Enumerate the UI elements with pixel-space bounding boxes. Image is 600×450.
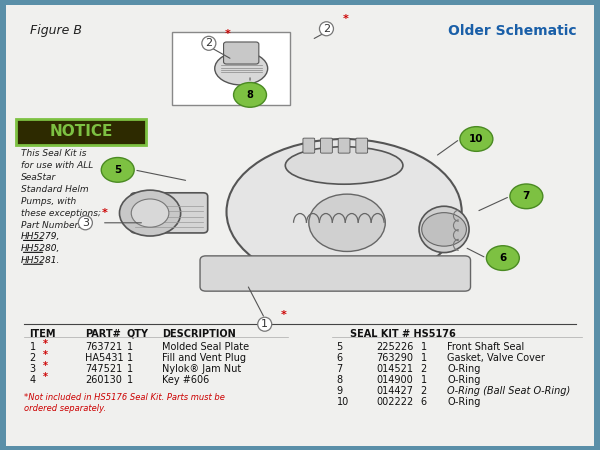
Circle shape: [233, 82, 266, 107]
Text: QTY: QTY: [127, 328, 149, 339]
Text: 1: 1: [261, 319, 268, 329]
Circle shape: [510, 184, 543, 209]
Text: 3: 3: [82, 218, 89, 228]
FancyBboxPatch shape: [338, 138, 350, 153]
Text: 9: 9: [337, 386, 343, 396]
FancyBboxPatch shape: [172, 32, 290, 105]
Ellipse shape: [215, 52, 268, 85]
Text: 5: 5: [114, 165, 121, 175]
Text: HH5281.: HH5281.: [21, 256, 60, 266]
Text: 1: 1: [127, 353, 133, 363]
Text: 2: 2: [421, 364, 427, 374]
Text: HA5431: HA5431: [85, 353, 124, 363]
Text: O-Ring: O-Ring: [447, 364, 481, 374]
Text: 1: 1: [127, 342, 133, 352]
Text: 2: 2: [323, 24, 330, 34]
Text: 747521: 747521: [85, 364, 122, 374]
Text: 1: 1: [127, 364, 133, 374]
Text: Gasket, Valve Cover: Gasket, Valve Cover: [447, 353, 545, 363]
Text: Front Shaft Seal: Front Shaft Seal: [447, 342, 524, 352]
Text: for use with ALL: for use with ALL: [21, 161, 93, 170]
Text: PART#: PART#: [85, 328, 121, 339]
Text: 10: 10: [337, 397, 349, 407]
FancyBboxPatch shape: [224, 42, 259, 64]
Text: 5: 5: [337, 342, 343, 352]
Text: 1: 1: [421, 342, 427, 352]
Circle shape: [131, 199, 169, 227]
Text: *: *: [343, 14, 348, 24]
Text: Molded Seal Plate: Molded Seal Plate: [162, 342, 249, 352]
Text: Part Numbers: Part Numbers: [21, 220, 83, 230]
Circle shape: [309, 194, 385, 252]
Text: 1: 1: [421, 353, 427, 363]
Text: *Not included in HS5176 Seal Kit. Parts must be: *Not included in HS5176 Seal Kit. Parts …: [23, 393, 224, 402]
Text: Standard Helm: Standard Helm: [21, 185, 88, 194]
Text: 4: 4: [29, 375, 35, 385]
Text: HH5280,: HH5280,: [21, 244, 60, 253]
Text: 7: 7: [523, 191, 530, 201]
FancyBboxPatch shape: [303, 138, 314, 153]
Text: Fill and Vent Plug: Fill and Vent Plug: [162, 353, 246, 363]
Text: 7: 7: [337, 364, 343, 374]
Ellipse shape: [419, 206, 469, 252]
Text: 8: 8: [247, 90, 253, 100]
Text: SEAL KIT # HS5176: SEAL KIT # HS5176: [350, 328, 456, 339]
Text: 6: 6: [421, 397, 427, 407]
Circle shape: [487, 246, 520, 270]
Text: 763290: 763290: [376, 353, 413, 363]
Text: Key #606: Key #606: [162, 375, 209, 385]
Text: 225226: 225226: [376, 342, 414, 352]
Text: 3: 3: [29, 364, 35, 374]
Text: O-Ring (Ball Seat O-Ring): O-Ring (Ball Seat O-Ring): [447, 386, 570, 396]
Circle shape: [460, 126, 493, 151]
Text: NOTICE: NOTICE: [50, 124, 113, 139]
Text: Pumps, with: Pumps, with: [21, 197, 76, 206]
FancyBboxPatch shape: [320, 138, 332, 153]
Text: 260130: 260130: [85, 375, 122, 385]
Text: ITEM: ITEM: [29, 328, 56, 339]
Text: *: *: [43, 339, 47, 349]
Text: 6: 6: [499, 253, 506, 263]
Text: 014900: 014900: [376, 375, 413, 385]
Text: 763721: 763721: [85, 342, 122, 352]
Text: *: *: [43, 350, 47, 360]
Text: *: *: [43, 372, 47, 382]
Text: 2: 2: [205, 38, 212, 48]
Text: HH5279,: HH5279,: [21, 233, 60, 242]
Text: these exceptions;: these exceptions;: [21, 209, 101, 218]
Ellipse shape: [286, 147, 403, 184]
FancyBboxPatch shape: [356, 138, 368, 153]
Text: ordered separately.: ordered separately.: [23, 405, 106, 414]
Text: 014427: 014427: [376, 386, 413, 396]
FancyBboxPatch shape: [131, 193, 208, 233]
Text: DESCRIPTION: DESCRIPTION: [162, 328, 236, 339]
Text: 014521: 014521: [376, 364, 413, 374]
Circle shape: [422, 213, 466, 246]
Text: *: *: [281, 310, 286, 320]
Text: Older Schematic: Older Schematic: [448, 24, 577, 38]
Text: SeaStar: SeaStar: [21, 173, 56, 182]
Text: *: *: [225, 29, 230, 39]
Text: 2: 2: [29, 353, 36, 363]
Ellipse shape: [226, 139, 462, 284]
Text: O-Ring: O-Ring: [447, 375, 481, 385]
Text: Nylok® Jam Nut: Nylok® Jam Nut: [162, 364, 241, 374]
Text: 002222: 002222: [376, 397, 413, 407]
Text: 1: 1: [127, 375, 133, 385]
Text: O-Ring: O-Ring: [447, 397, 481, 407]
Text: *: *: [101, 208, 107, 218]
Circle shape: [119, 190, 181, 236]
Text: 10: 10: [469, 134, 484, 144]
Text: 8: 8: [337, 375, 343, 385]
FancyBboxPatch shape: [200, 256, 470, 291]
FancyBboxPatch shape: [16, 119, 146, 145]
Text: 1: 1: [421, 375, 427, 385]
Text: *: *: [43, 361, 47, 371]
Text: Figure B: Figure B: [29, 24, 82, 37]
Text: This Seal Kit is: This Seal Kit is: [21, 149, 86, 158]
Text: 1: 1: [29, 342, 35, 352]
Circle shape: [101, 158, 134, 182]
Text: 6: 6: [337, 353, 343, 363]
Text: 2: 2: [421, 386, 427, 396]
